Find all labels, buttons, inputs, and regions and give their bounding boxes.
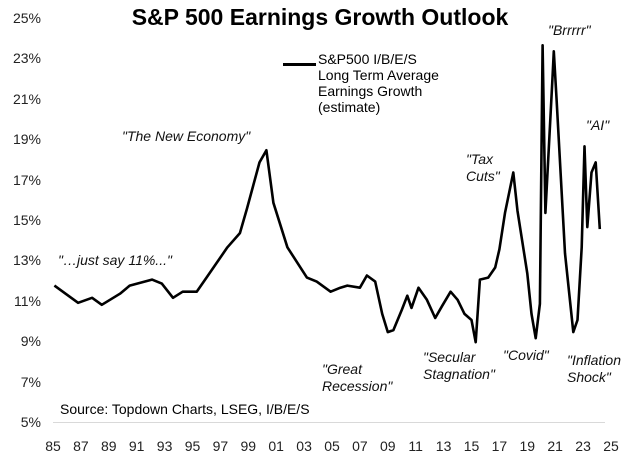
annotation-text: "…just say 11%..." <box>58 252 172 268</box>
chart-title: S&P 500 Earnings Growth Outlook <box>131 4 509 30</box>
annotation-secular-stagnation: "Secular Stagnation" <box>423 349 495 383</box>
annotation-text: Recession" <box>322 378 393 394</box>
y-tick-label: 11% <box>14 292 41 309</box>
legend-entry: S&P500 I/B/E/S Long Term Average Earning… <box>318 51 439 115</box>
y-tick-label: 19% <box>12 131 41 148</box>
annotation-text: "Great <box>322 361 362 377</box>
x-tick-label: 21 <box>547 438 563 454</box>
x-tick-label: 97 <box>212 438 229 454</box>
annotation-inflation-shock: "Inflation Shock" <box>567 352 621 386</box>
x-tick-label: 85 <box>45 438 61 454</box>
legend-swatch <box>283 63 316 66</box>
annotation-ai: "AI" <box>586 117 609 134</box>
source-note: Source: Topdown Charts, LSEG, I/B/E/S <box>60 401 310 417</box>
x-tick-label: 05 <box>324 438 340 454</box>
y-tick-label: 21% <box>12 90 41 107</box>
annotation-brrrrr: "Brrrrr" <box>548 22 591 39</box>
x-tick-label: 99 <box>240 438 257 454</box>
legend-line-2: Long Term Average <box>318 67 439 83</box>
x-tick-label: 17 <box>491 438 508 454</box>
annotation-tax-cuts: "Tax Cuts" <box>466 151 500 185</box>
x-tick-label: 93 <box>156 438 173 454</box>
x-tick-label: 03 <box>296 438 312 454</box>
x-axis-line <box>53 422 605 423</box>
legend-line-1: S&P500 I/B/E/S <box>318 51 417 67</box>
x-tick-label: 95 <box>184 438 201 454</box>
x-tick-label: 87 <box>73 438 89 454</box>
y-tick-label: 23% <box>12 50 41 67</box>
x-tick-label: 15 <box>463 438 480 454</box>
x-tick-label: 25 <box>603 438 619 454</box>
annotation-text: "Inflation <box>567 352 622 368</box>
annotation-text: "Secular <box>423 349 476 365</box>
annotation-text: Stagnation" <box>423 366 495 382</box>
y-tick-label: 17% <box>12 171 41 188</box>
y-tick-label: 25% <box>12 10 41 26</box>
y-tick-label: 15% <box>12 212 41 228</box>
annotation-great-recession: "Great Recession" <box>322 361 392 395</box>
annotation-text: "Covid" <box>503 347 549 363</box>
annotation-text: "AI" <box>586 117 610 133</box>
x-tick-label: 89 <box>101 438 117 454</box>
x-tick-label: 13 <box>435 438 452 454</box>
x-tick-label: 19 <box>519 438 536 454</box>
x-tick-label: 09 <box>380 438 396 454</box>
y-tick-label: 7% <box>20 373 41 390</box>
legend-line-3: Earnings Growth <box>318 83 423 99</box>
x-tick-label: 11 <box>408 438 423 454</box>
x-tick-label: 01 <box>268 438 284 454</box>
y-tick-label: 5% <box>20 414 41 430</box>
annotation-just-say-11: "…just say 11%..." <box>58 252 172 269</box>
legend-line-4: (estimate) <box>318 99 381 115</box>
annotation-text: Shock" <box>567 369 611 385</box>
y-tick-label: 9% <box>20 333 41 350</box>
x-tick-label: 23 <box>575 438 591 454</box>
x-tick-label: 07 <box>352 438 368 454</box>
annotation-text: "Brrrrr" <box>548 22 591 38</box>
annotation-covid: "Covid" <box>503 347 549 364</box>
annotation-new-economy: "The New Economy" <box>122 128 250 145</box>
x-tick-label: 91 <box>128 438 145 454</box>
annotation-text: "The New Economy" <box>122 128 251 144</box>
annotation-text: Cuts" <box>466 168 500 184</box>
annotation-text: "Tax <box>466 151 494 167</box>
y-tick-label: 13% <box>12 252 41 269</box>
